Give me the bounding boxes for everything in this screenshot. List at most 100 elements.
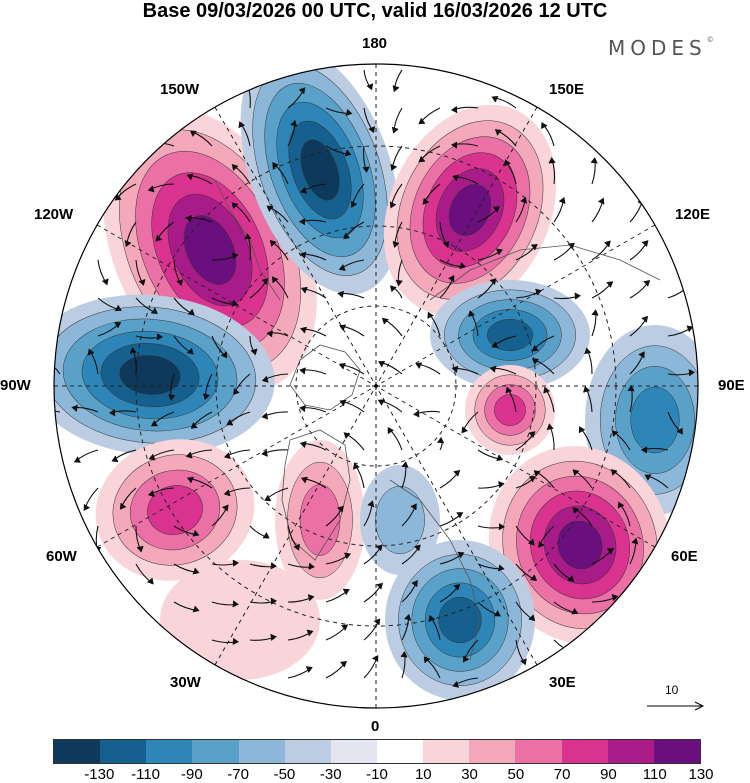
- lon-label-120w: 120W: [34, 206, 74, 223]
- wind-arrow: [135, 525, 144, 553]
- wind-arrow: [325, 588, 350, 603]
- colorbar-tick-label: -110: [131, 766, 161, 783]
- wind-arrow: [515, 288, 542, 299]
- wind-arrow: [515, 476, 537, 489]
- wind-arrow: [389, 285, 403, 299]
- wind-arrow: [173, 563, 200, 575]
- wind-arrow: [73, 449, 99, 463]
- wind-arrow: [439, 469, 461, 489]
- colorbar: [53, 739, 701, 764]
- wind-arrow: [124, 221, 137, 248]
- wind-arrow: [439, 259, 467, 269]
- wind-arrow: [515, 639, 527, 666]
- wind-arrow: [546, 423, 555, 451]
- wind-arrow: [427, 311, 441, 337]
- wind-arrow: [325, 552, 351, 565]
- coastline-greenland: [281, 429, 351, 561]
- anomaly-field: [54, 64, 698, 700]
- wind-arrow: [173, 335, 194, 355]
- wind-arrow: [231, 163, 251, 185]
- wind-arrow: [477, 601, 501, 617]
- wind-arrow: [553, 601, 579, 615]
- wind-arrow: [392, 69, 403, 93]
- wind-arrow: [325, 624, 349, 641]
- anomaly-contour: [557, 520, 603, 570]
- wind-arrow: [238, 121, 251, 147]
- wind-arrow: [287, 594, 315, 603]
- anomaly-contour: [183, 215, 237, 285]
- wind-arrow: [54, 410, 61, 414]
- wind-arrow: [363, 69, 374, 91]
- wind-arrow: [591, 281, 614, 299]
- wind-arrow: [226, 411, 251, 426]
- wind-arrow: [640, 446, 669, 454]
- wind-arrow: [337, 290, 365, 299]
- wind-arrow: [439, 551, 465, 565]
- wind-arrow: [249, 277, 269, 299]
- wind-arrow: [114, 183, 137, 201]
- wind-arrow: [418, 107, 441, 125]
- wind-arrow: [186, 173, 213, 185]
- wind-arrow: [541, 121, 555, 147]
- wind-arrow: [451, 106, 479, 114]
- wind-arrow: [135, 333, 164, 341]
- wind-arrow: [590, 157, 598, 185]
- modes-logo: MODES©: [608, 36, 714, 60]
- wind-arrow: [97, 259, 109, 286]
- wind-arrow: [391, 107, 403, 134]
- wind-arrow: [477, 449, 504, 461]
- wind-arrow: [147, 183, 175, 193]
- wind-arrow: [325, 107, 353, 116]
- wind-arrow: [461, 411, 479, 434]
- wind-arrow: [401, 580, 418, 603]
- wind-arrow: [533, 470, 555, 489]
- wind-arrow: [450, 141, 479, 149]
- colorbar-tick-label: 50: [507, 766, 525, 783]
- wind-arrow: [150, 411, 175, 427]
- wind-arrow: [584, 347, 593, 375]
- wind-arrow: [299, 251, 327, 261]
- wind-arrow: [87, 348, 99, 375]
- colorbar-tick-label: 130: [688, 766, 714, 783]
- wind-arrow: [249, 335, 258, 356]
- wind-arrow: [578, 426, 593, 451]
- wind-arrow: [338, 259, 365, 271]
- wind-arrow: [148, 449, 175, 461]
- wind-arrow: [261, 449, 289, 457]
- wind-arrow: [531, 358, 555, 375]
- wind-arrow: [363, 107, 376, 134]
- wind-arrow: [477, 278, 497, 299]
- wind-arrow: [155, 221, 175, 242]
- wind-arrow: [515, 563, 538, 582]
- wind-arrow: [378, 360, 403, 375]
- wind-arrow: [211, 637, 240, 645]
- lon-label-60e: 60E: [671, 548, 698, 565]
- wind-arrow: [401, 544, 421, 565]
- colorbar-swatch: [192, 740, 239, 763]
- wind-arrow: [190, 411, 213, 429]
- wind-arrow: [261, 411, 289, 420]
- wind-arrow: [97, 322, 122, 337]
- anomaly-contour: [160, 560, 320, 680]
- wind-arrow: [211, 335, 228, 359]
- wind-arrow: [173, 601, 200, 613]
- wind-arrow: [515, 525, 535, 546]
- wind-arrow: [271, 276, 289, 299]
- wind-arrow: [515, 601, 536, 622]
- wind-arrow: [462, 639, 479, 663]
- wind-arrow: [515, 243, 538, 261]
- wind-arrow: [477, 563, 505, 572]
- wind-arrow: [610, 468, 631, 489]
- wind-arrow: [439, 221, 450, 248]
- wind-arrow: [233, 373, 251, 396]
- wind-arrow: [629, 279, 651, 299]
- wind-arrow: [300, 476, 327, 489]
- anomaly-contour: [494, 394, 526, 426]
- map-border: [53, 63, 699, 709]
- colorbar-tick-label: -130: [84, 766, 115, 783]
- colorbar-swatch: [54, 740, 101, 763]
- anomaly-contour: [375, 485, 425, 555]
- colorbar-tick-label: -10: [366, 766, 388, 783]
- coastline-siberia: [429, 244, 661, 301]
- wind-arrow: [135, 297, 158, 314]
